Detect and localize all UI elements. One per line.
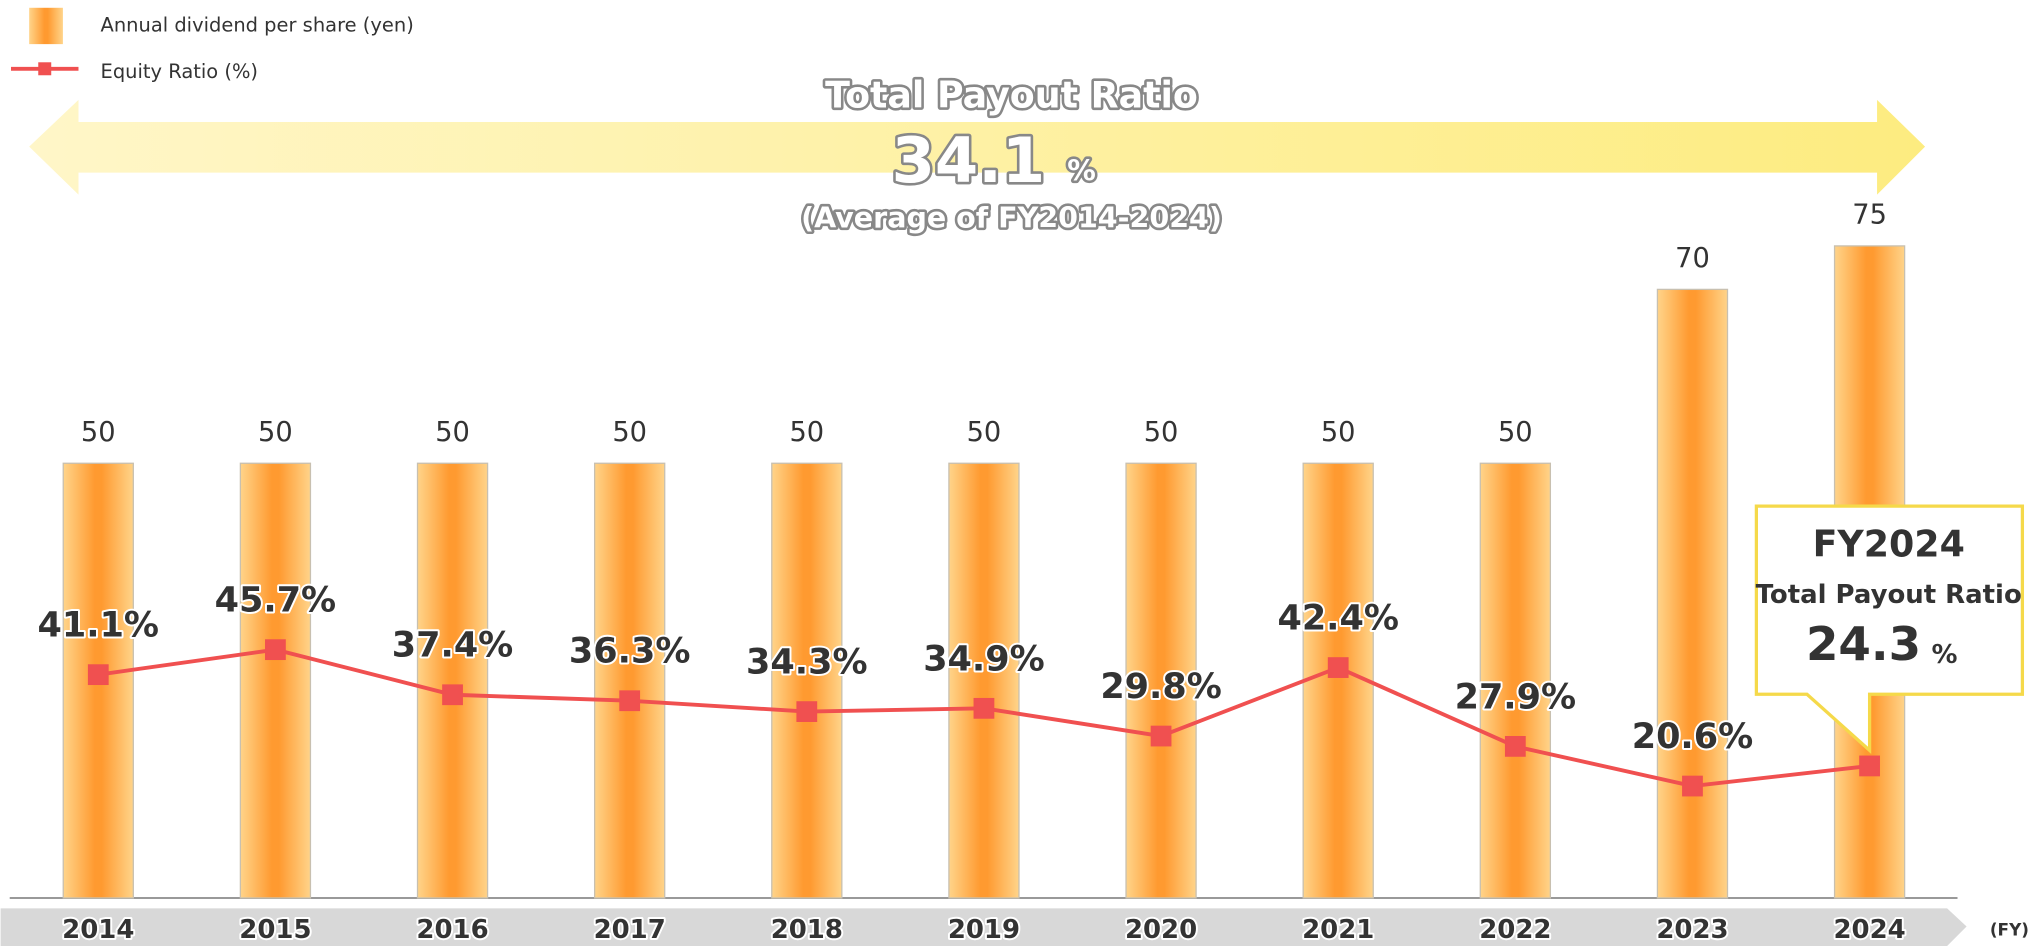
- line-marker: [1504, 735, 1526, 757]
- line-value-label: 41.1%: [38, 605, 159, 646]
- bar-value-label: 50: [435, 417, 470, 448]
- line-value-label: 34.3%: [746, 642, 867, 683]
- bar: [1125, 462, 1197, 899]
- bar: [1479, 462, 1552, 899]
- x-tick-label: 2015: [239, 915, 311, 945]
- bar-value-label: 50: [1144, 417, 1179, 448]
- x-tick-label: 2024: [1833, 915, 1905, 945]
- x-tick-label: 2016: [416, 915, 488, 945]
- line-value-label: 34.9%: [923, 638, 1044, 679]
- callout-unit: %: [1932, 640, 1958, 670]
- x-tick-label: 2017: [594, 915, 666, 945]
- bar-value-label: 70: [1675, 243, 1710, 274]
- x-tick-label: 2019: [948, 915, 1020, 945]
- line-value-label: 20.6%: [1632, 716, 1753, 757]
- bar-value-label: 50: [612, 417, 647, 448]
- x-axis-band: [0, 908, 1967, 946]
- bar-value-label: 50: [967, 417, 1002, 448]
- bar: [416, 462, 489, 899]
- banner-title: Total Payout Ratio: [825, 73, 1198, 116]
- line-marker: [265, 639, 286, 661]
- bar-value-label: 75: [1852, 200, 1887, 231]
- banner-subtitle: (Average of FY2014-2024): [801, 201, 1222, 234]
- legend-label: Equity Ratio (%): [101, 60, 259, 83]
- bar-value-label: 50: [1321, 417, 1356, 448]
- bar: [948, 462, 1020, 899]
- callout-title: FY2024: [1813, 522, 1965, 565]
- x-tick-label: 2018: [771, 915, 843, 945]
- line-marker: [1150, 725, 1172, 747]
- bar: [771, 462, 843, 899]
- line-value-label: 42.4%: [1277, 598, 1398, 639]
- legend-swatch: [29, 7, 63, 45]
- bar-value-label: 50: [789, 417, 824, 448]
- line-value-label: 45.7%: [215, 580, 336, 621]
- bar-value-label: 50: [258, 417, 293, 448]
- bar: [1656, 288, 1729, 899]
- bar: [1302, 462, 1374, 899]
- callout-subtitle: Total Payout Ratio: [1756, 580, 2022, 610]
- line-marker: [87, 664, 109, 686]
- x-tick-label: 2022: [1479, 915, 1551, 945]
- banner-arrow: [29, 99, 1926, 195]
- legend-label: Annual dividend per share (yen): [101, 13, 414, 36]
- line-value-label: 37.4%: [392, 625, 513, 666]
- line-value-label: 36.3%: [569, 631, 690, 672]
- line-marker: [619, 690, 641, 712]
- banner-value: 34.1: [892, 124, 1046, 197]
- banner-unit: %: [1067, 155, 1096, 188]
- bar-value-label: 50: [1498, 417, 1533, 448]
- line-marker: [796, 701, 818, 722]
- callout-value: 24.3: [1806, 618, 1921, 672]
- line-marker: [442, 684, 463, 706]
- x-tick-label: 2020: [1125, 915, 1197, 945]
- bar: [593, 462, 666, 899]
- line-value-label: 29.8%: [1100, 666, 1221, 707]
- line-marker: [973, 697, 995, 719]
- line-marker: [1327, 657, 1349, 678]
- x-axis-label: (FY): [1990, 919, 2029, 939]
- callout-box: [1754, 504, 2025, 755]
- line-marker: [1859, 755, 1880, 777]
- x-tick-label: 2023: [1656, 915, 1728, 945]
- x-tick-label: 2014: [62, 915, 134, 945]
- legend-marker: [38, 62, 52, 76]
- bar-value-label: 50: [81, 417, 116, 448]
- line-marker: [1682, 775, 1703, 797]
- x-tick-label: 2021: [1302, 915, 1374, 945]
- bar: [239, 462, 312, 899]
- line-value-label: 27.9%: [1455, 676, 1576, 717]
